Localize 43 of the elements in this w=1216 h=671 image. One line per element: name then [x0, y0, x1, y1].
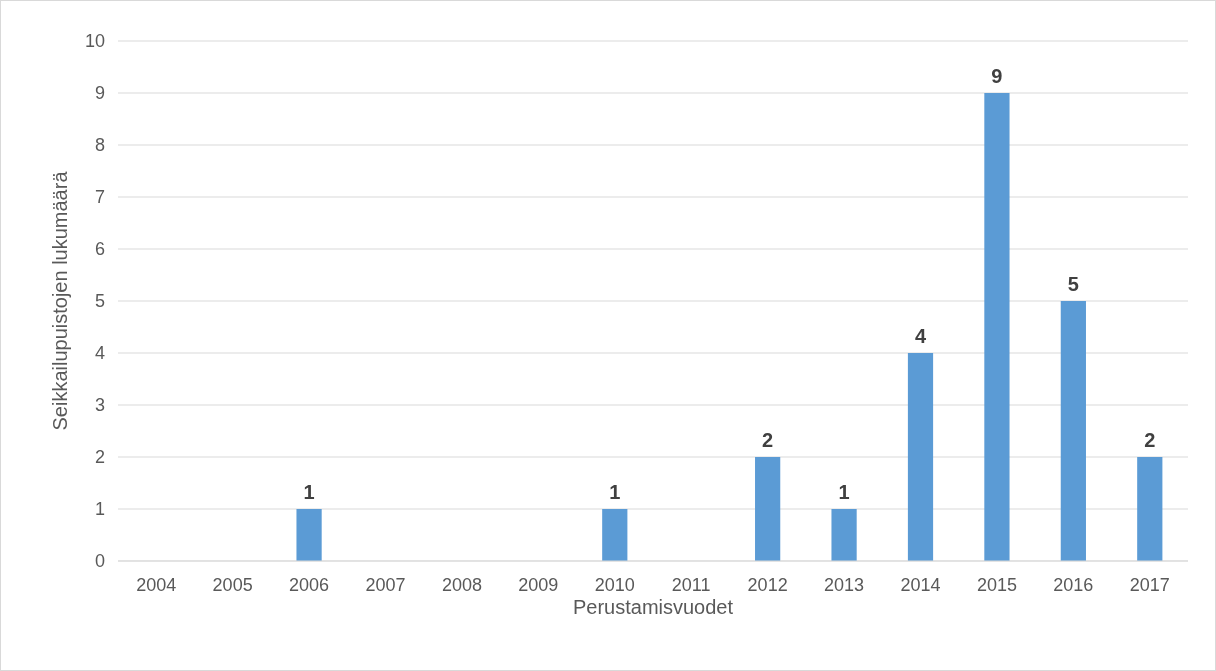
- data-label: 1: [609, 481, 621, 503]
- y-axis-title: Seikkailupuistojen lukumäärä: [49, 170, 71, 431]
- data-label: 5: [1067, 273, 1079, 295]
- y-tick-label: 6: [94, 239, 105, 260]
- x-tick-label: 2005: [212, 575, 253, 595]
- x-tick-label: 2017: [1129, 575, 1170, 595]
- data-label: 2: [762, 429, 774, 451]
- y-tick-label: 2: [94, 447, 105, 468]
- y-tick-label: 3: [94, 395, 105, 416]
- x-tick-label: 2010: [594, 575, 635, 595]
- bar: [984, 93, 1010, 561]
- data-label: 2: [1144, 429, 1156, 451]
- bar: [1137, 457, 1163, 561]
- data-label: 1: [303, 481, 315, 503]
- x-tick-label: 2012: [747, 575, 788, 595]
- x-tick-label: 2009: [518, 575, 559, 595]
- y-tick-label: 10: [84, 31, 105, 52]
- x-tick-label: 2016: [1053, 575, 1094, 595]
- x-tick-label: 2011: [671, 575, 711, 595]
- bar: [907, 353, 934, 561]
- x-tick-label: 2004: [136, 575, 177, 595]
- data-label: 4: [914, 325, 927, 347]
- bar: [296, 509, 322, 561]
- y-tick-label: 7: [94, 187, 105, 208]
- y-tick-label: 4: [94, 343, 105, 364]
- bar: [755, 457, 781, 561]
- data-label: 1: [838, 481, 850, 503]
- bar: [831, 509, 857, 561]
- x-tick-label: 2006: [289, 575, 330, 595]
- x-tick-label: 2015: [976, 575, 1017, 595]
- y-tick-label: 9: [94, 83, 105, 104]
- bar: [1060, 301, 1086, 561]
- x-tick-label: 2008: [441, 575, 482, 595]
- y-tick-label: 5: [94, 291, 105, 312]
- x-axis-title: Perustamisvuodet: [572, 596, 734, 618]
- y-tick-label: 0: [94, 551, 105, 572]
- x-tick-label: 2014: [900, 575, 941, 595]
- bar: [602, 509, 628, 561]
- x-tick-label: 2013: [824, 575, 865, 595]
- y-tick-label: 1: [94, 499, 105, 520]
- x-tick-label: 2007: [365, 575, 406, 595]
- y-tick-label: 8: [94, 135, 105, 156]
- data-label: 9: [991, 65, 1003, 87]
